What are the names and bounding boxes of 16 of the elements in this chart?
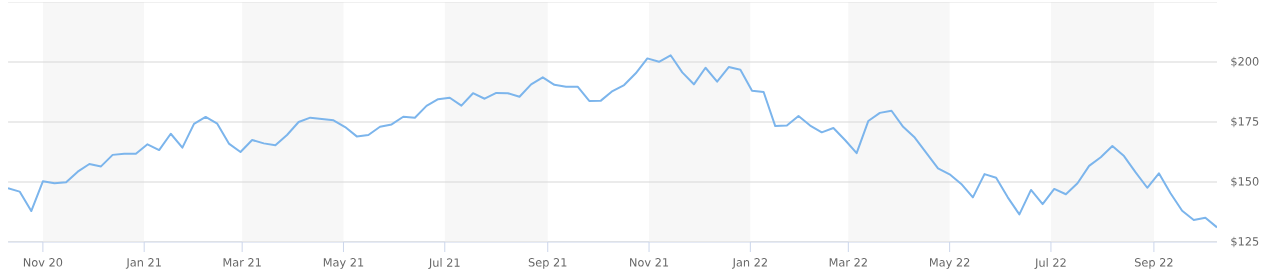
y-tick-label: $200 [1231, 56, 1259, 68]
x-tick-label: May 22 [930, 258, 970, 269]
x-tick-label: Nov 21 [630, 258, 669, 267]
x-tick-label: Sep 21 [528, 258, 567, 269]
y-tick-label: $125 [1231, 236, 1259, 248]
x-tick-label: Sep 22 [1134, 258, 1173, 269]
x-tick-label: Nov 20 [23, 258, 63, 267]
x-tick-label: May 21 [323, 258, 364, 269]
y-tick-label: $150 [1231, 176, 1259, 188]
x-tick-label: Mar 21 [223, 258, 261, 267]
y-tick-label: $175 [1231, 116, 1259, 128]
x-tick-label: Mar 22 [829, 258, 867, 267]
x-tick-label: Jul 22 [1034, 258, 1066, 269]
x-tick-label: Jan 21 [125, 258, 161, 269]
x-tick-label: Jul 21 [428, 258, 460, 269]
x-tick-label: Jan 22 [732, 258, 767, 269]
